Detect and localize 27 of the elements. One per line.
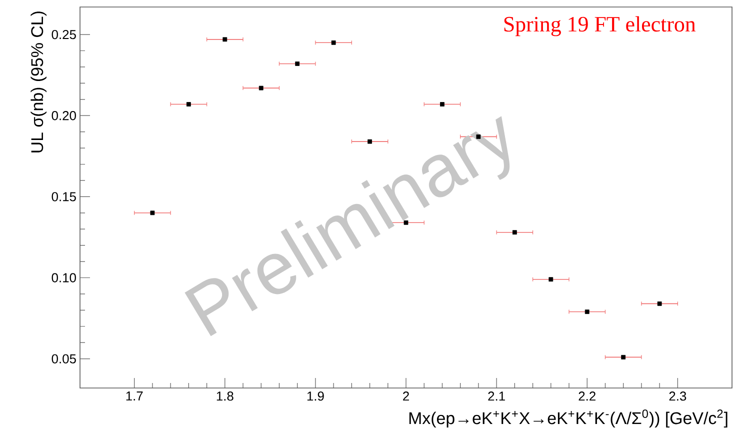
y-axis-title: UL σ(nb) (95% CL) bbox=[30, 12, 46, 152]
x-tick-label: 2.1 bbox=[488, 392, 505, 401]
point bbox=[295, 62, 300, 66]
point bbox=[512, 230, 517, 235]
point bbox=[150, 210, 155, 216]
point bbox=[222, 37, 228, 42]
point bbox=[548, 277, 554, 282]
x-tick-label: 1.9 bbox=[307, 392, 324, 401]
y-tick-label: 0.25 bbox=[52, 30, 76, 40]
point bbox=[584, 310, 590, 314]
point bbox=[186, 102, 191, 106]
x-tick-label: 1.8 bbox=[216, 392, 234, 401]
point bbox=[657, 301, 662, 306]
point bbox=[331, 40, 336, 45]
y-tick-label: 0.15 bbox=[52, 192, 76, 202]
point bbox=[258, 86, 264, 90]
x-tick-label: 2.3 bbox=[669, 392, 686, 401]
text: Mx(ep→eK$^{+}$K$^{+}$X→eK$^{+}$K$^{+}$K$^{-}$(Λ/Σ$^{0}$)) [GeV/c$^{2}$] bbox=[409, 410, 728, 428]
x-tick-label: 1.7 bbox=[126, 392, 143, 400]
y-tick-label: 0.10 bbox=[52, 273, 76, 282]
x-tick-label: 2.2 bbox=[578, 392, 596, 401]
y-tick-label: 0.20 bbox=[52, 111, 76, 120]
y-tick-label: 0.05 bbox=[52, 354, 76, 364]
point bbox=[621, 354, 626, 360]
annotation: Spring 19 FT electron bbox=[504, 16, 696, 36]
point bbox=[440, 102, 444, 106]
x-tick-label: 2 bbox=[403, 392, 409, 401]
